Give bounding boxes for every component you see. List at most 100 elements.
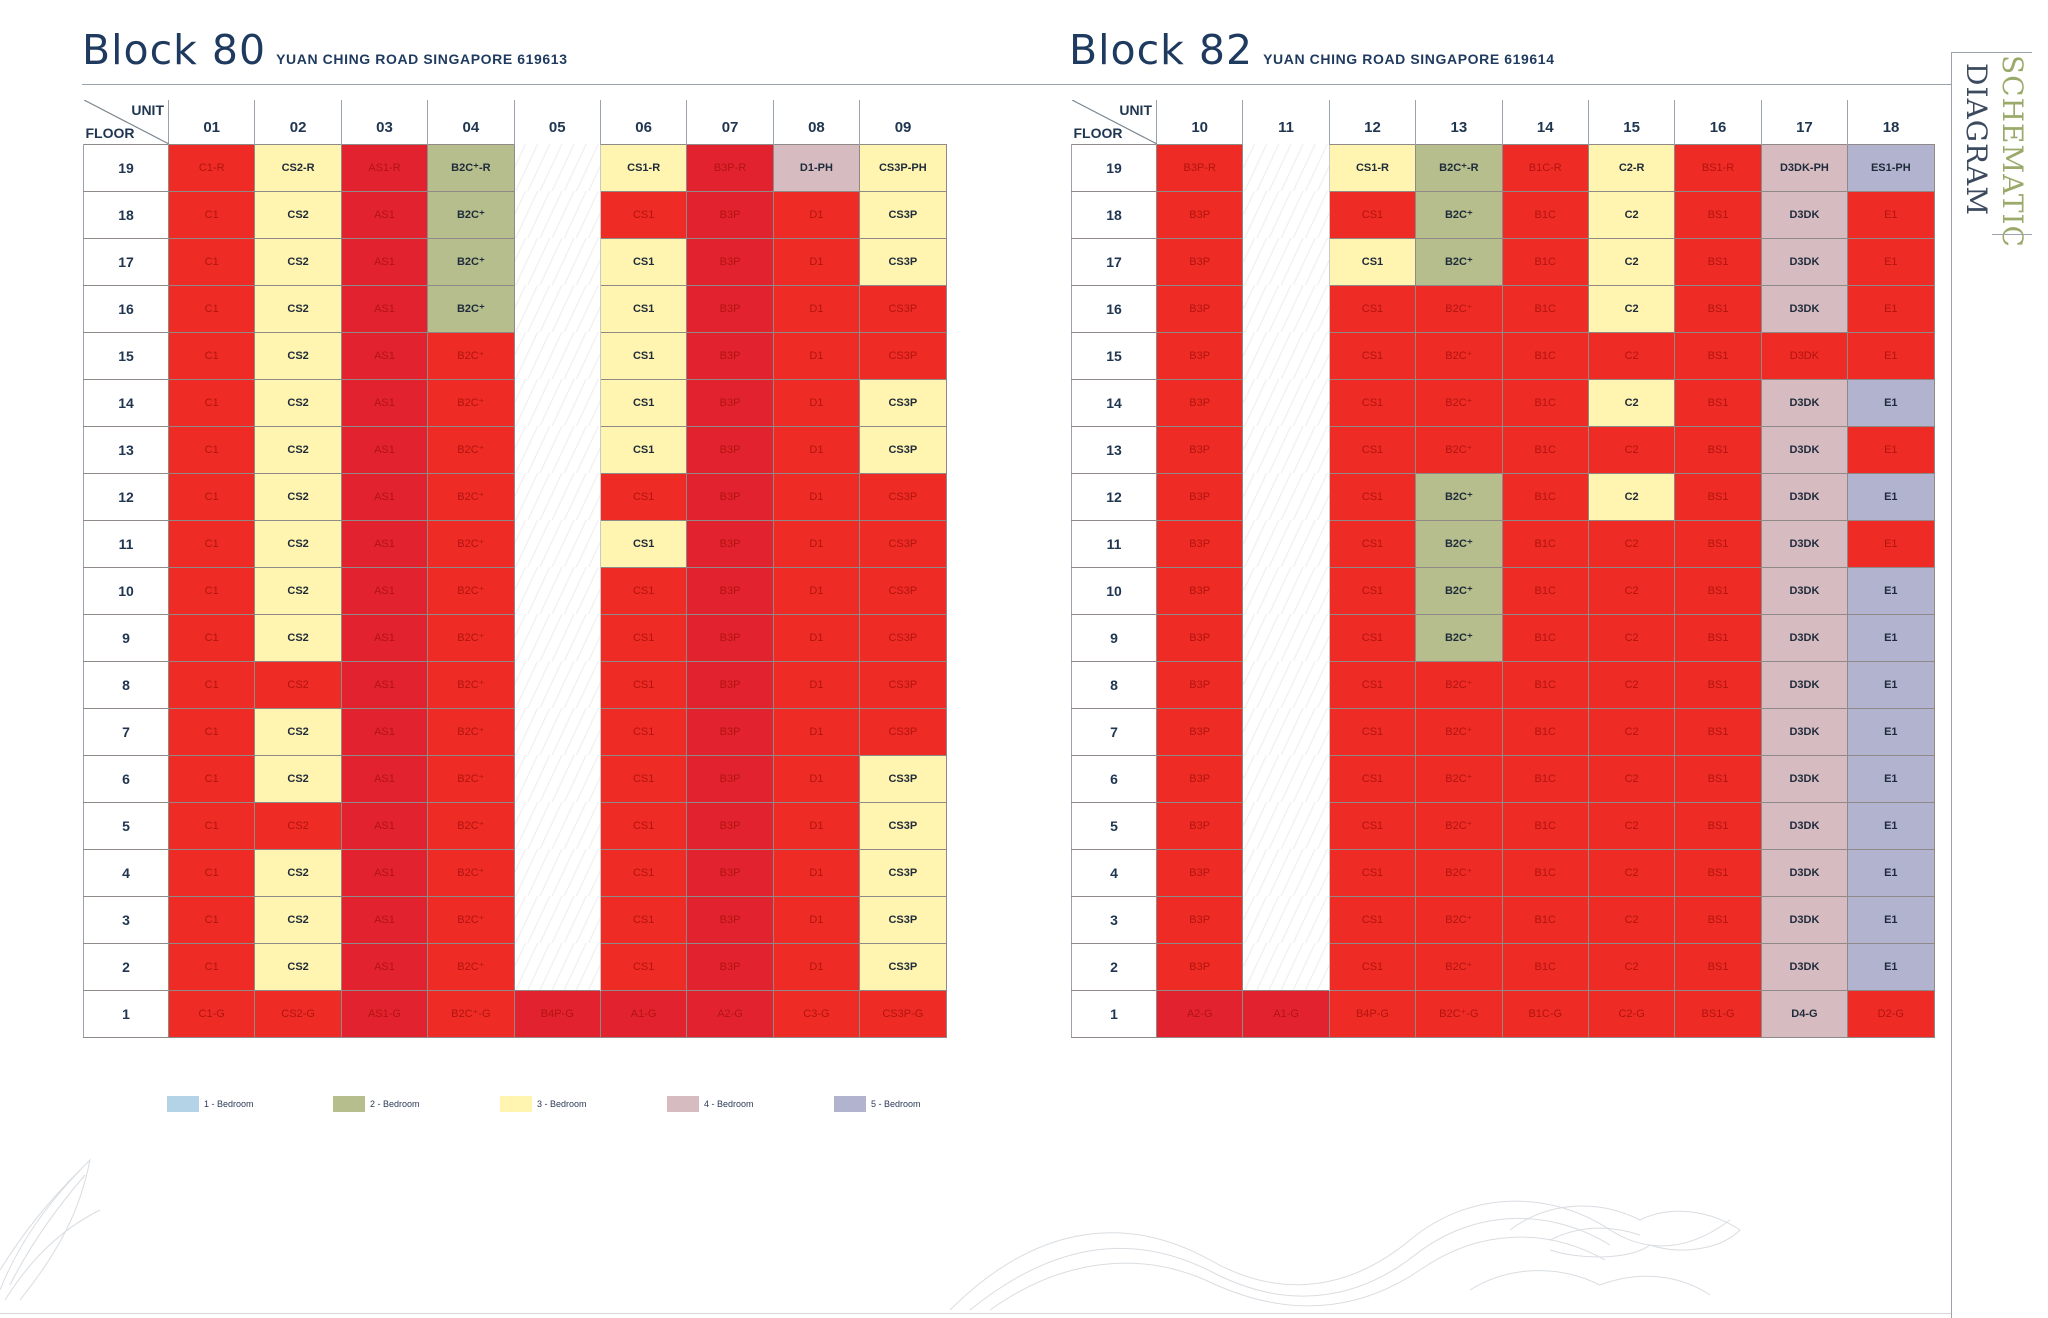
unit-cell[interactable]: E1 [1847, 284, 1935, 333]
unit-cell[interactable]: CS3P [859, 425, 947, 474]
unit-cell[interactable]: B1C [1501, 613, 1589, 662]
unit-cell[interactable]: BS1 [1674, 190, 1762, 239]
unit-cell[interactable]: D1 [772, 425, 861, 474]
unit-cell[interactable]: E1 [1847, 848, 1935, 897]
unit-cell[interactable]: C1 [167, 848, 256, 897]
unit-cell[interactable]: B1C-G [1501, 989, 1589, 1038]
unit-cell[interactable]: D3DK [1760, 425, 1849, 474]
unit-cell[interactable]: CS2 [254, 754, 342, 803]
unit-cell[interactable]: CS1 [599, 190, 688, 239]
unit-cell[interactable]: B2C⁺ [427, 237, 515, 286]
unit-cell[interactable]: CS1 [599, 801, 688, 850]
unit-cell[interactable]: B3P [686, 237, 774, 286]
unit-cell[interactable]: B3P [1155, 425, 1244, 474]
unit-cell[interactable]: B3P [1155, 378, 1244, 427]
unit-cell[interactable]: E1 [1847, 331, 1935, 380]
unit-cell[interactable]: AS1-G [340, 989, 429, 1038]
unit-cell[interactable]: D3DK [1760, 566, 1849, 615]
unit-cell[interactable]: CS1 [1328, 284, 1417, 333]
unit-cell[interactable]: AS1 [340, 707, 429, 756]
unit-cell[interactable]: D1 [772, 331, 861, 380]
unit-cell[interactable]: E1 [1847, 613, 1935, 662]
unit-cell[interactable]: AS1 [340, 801, 429, 850]
unit-cell[interactable]: B2C⁺ [1415, 754, 1503, 803]
unit-cell[interactable]: B3P [686, 613, 774, 662]
unit-cell[interactable]: CS1 [599, 895, 688, 944]
unit-cell[interactable]: B4P-G [1328, 989, 1417, 1038]
unit-cell[interactable]: CS1-R [599, 143, 688, 192]
unit-cell[interactable]: D1 [772, 472, 861, 521]
unit-cell[interactable]: B3P [686, 425, 774, 474]
unit-cell[interactable]: CS2 [254, 378, 342, 427]
unit-cell[interactable]: B1C [1501, 801, 1589, 850]
unit-cell[interactable]: CS3P [859, 472, 947, 521]
unit-cell[interactable]: CS1 [1328, 472, 1417, 521]
unit-cell[interactable]: AS1 [340, 237, 429, 286]
unit-cell[interactable]: B2C⁺ [1415, 237, 1503, 286]
unit-cell[interactable]: B1C [1501, 660, 1589, 709]
unit-cell[interactable]: D3DK-PH [1760, 143, 1849, 192]
unit-cell[interactable]: B2C⁺ [1415, 848, 1503, 897]
unit-cell[interactable]: D3DK [1760, 754, 1849, 803]
unit-cell[interactable]: B2C⁺ [427, 895, 515, 944]
unit-cell[interactable]: E1 [1847, 942, 1935, 991]
unit-cell[interactable]: B2C⁺ [1415, 425, 1503, 474]
unit-cell[interactable]: C1 [167, 707, 256, 756]
unit-cell[interactable]: B2C⁺ [1415, 613, 1503, 662]
unit-cell[interactable]: CS2 [254, 613, 342, 662]
unit-cell[interactable]: B1C [1501, 331, 1589, 380]
unit-cell[interactable]: B1C [1501, 284, 1589, 333]
unit-cell[interactable]: C1 [167, 237, 256, 286]
unit-cell[interactable]: CS1 [599, 613, 688, 662]
unit-cell[interactable]: CS1 [1328, 942, 1417, 991]
unit-cell[interactable]: B3P [686, 754, 774, 803]
unit-cell[interactable]: B2C⁺ [427, 190, 515, 239]
unit-cell[interactable]: D2-G [1847, 989, 1935, 1038]
unit-cell[interactable]: B2C⁺ [1415, 660, 1503, 709]
unit-cell[interactable]: B3P [1155, 895, 1244, 944]
unit-cell[interactable]: CS3P [859, 190, 947, 239]
unit-cell[interactable]: BS1 [1674, 942, 1762, 991]
unit-cell[interactable]: D3DK [1760, 707, 1849, 756]
unit-cell[interactable]: AS1 [340, 942, 429, 991]
unit-cell[interactable]: B3P [686, 801, 774, 850]
unit-cell[interactable]: E1 [1847, 190, 1935, 239]
unit-cell[interactable]: C1 [167, 331, 256, 380]
unit-cell[interactable]: B3P [1155, 519, 1244, 568]
unit-cell[interactable]: D3DK [1760, 895, 1849, 944]
unit-cell[interactable]: CS3P [859, 660, 947, 709]
unit-cell[interactable]: B1C [1501, 425, 1589, 474]
unit-cell[interactable]: CS1 [1328, 613, 1417, 662]
unit-cell[interactable]: B1C [1501, 754, 1589, 803]
unit-cell[interactable]: CS1 [1328, 331, 1417, 380]
unit-cell[interactable]: B2C⁺ [1415, 284, 1503, 333]
unit-cell[interactable]: CS3P [859, 284, 947, 333]
unit-cell[interactable]: AS1 [340, 190, 429, 239]
unit-cell[interactable]: B2C⁺ [427, 472, 515, 521]
unit-cell[interactable]: D1 [772, 519, 861, 568]
unit-cell[interactable]: AS1 [340, 472, 429, 521]
unit-cell[interactable]: D1 [772, 237, 861, 286]
unit-cell[interactable]: B3P-R [1155, 143, 1244, 192]
unit-cell[interactable]: E1 [1847, 754, 1935, 803]
unit-cell[interactable]: B2C⁺ [427, 519, 515, 568]
unit-cell[interactable]: CS2 [254, 331, 342, 380]
unit-cell[interactable]: CS1 [599, 425, 688, 474]
unit-cell[interactable]: C2 [1587, 848, 1676, 897]
unit-cell[interactable]: D1 [772, 707, 861, 756]
unit-cell[interactable]: B2C⁺ [427, 566, 515, 615]
unit-cell[interactable]: B3P [686, 848, 774, 897]
unit-cell[interactable]: BS1 [1674, 425, 1762, 474]
unit-cell[interactable]: B2C⁺ [427, 848, 515, 897]
unit-cell[interactable]: B3P [686, 190, 774, 239]
unit-cell[interactable]: CS3P [859, 613, 947, 662]
unit-cell[interactable]: CS2 [254, 895, 342, 944]
unit-cell[interactable]: CS2-R [254, 143, 342, 192]
unit-cell[interactable]: AS1 [340, 754, 429, 803]
unit-cell[interactable]: CS2 [254, 707, 342, 756]
unit-cell[interactable]: BS1 [1674, 378, 1762, 427]
unit-cell[interactable]: AS1 [340, 284, 429, 333]
unit-cell[interactable]: B2C⁺ [427, 754, 515, 803]
unit-cell[interactable]: D3DK [1760, 472, 1849, 521]
unit-cell[interactable]: D1 [772, 801, 861, 850]
